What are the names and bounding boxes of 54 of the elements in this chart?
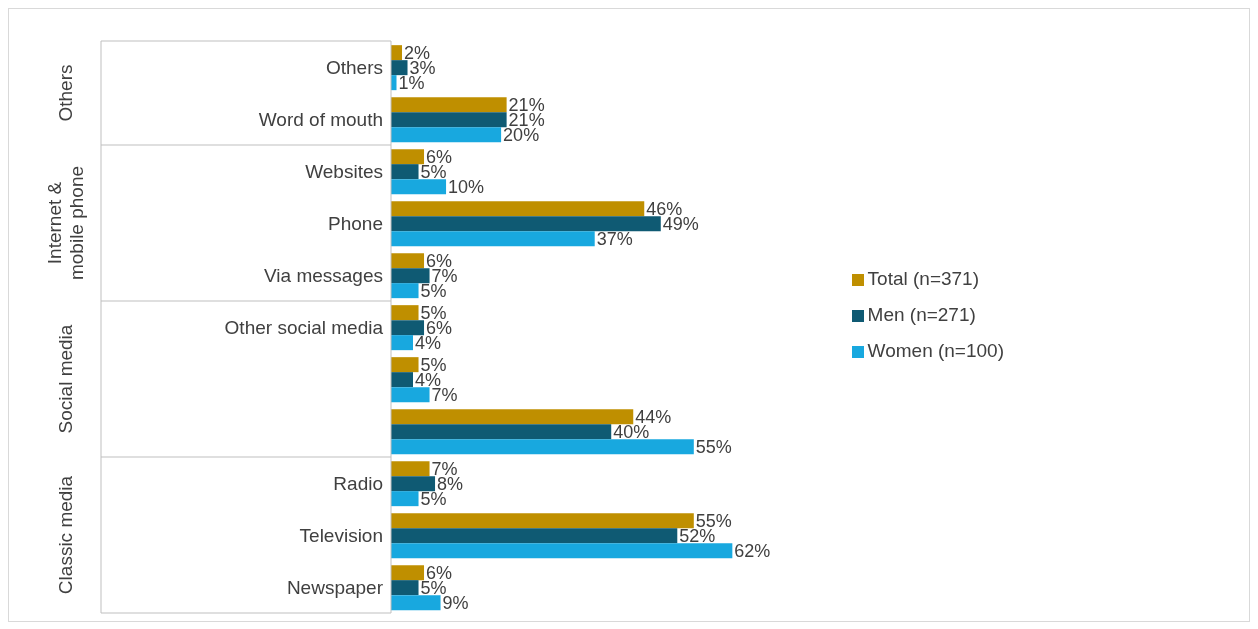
data-label: 37% [596, 229, 633, 250]
bar [391, 565, 425, 581]
bar [391, 409, 634, 425]
bar [391, 528, 678, 544]
bar [391, 75, 397, 91]
y-tick-label: Websites [305, 160, 383, 182]
bar [391, 164, 419, 180]
bar [391, 335, 414, 351]
bar [391, 357, 419, 373]
bar [391, 268, 430, 284]
y-tick-label: Television [299, 524, 383, 546]
bar [391, 424, 612, 440]
bar [391, 305, 419, 321]
legend-label: Men (n=271) [867, 304, 976, 325]
bar [391, 372, 414, 388]
data-label: 10% [448, 177, 485, 198]
legend-label: Women (n=100) [867, 340, 1004, 361]
bar [391, 149, 425, 165]
text: Others [55, 64, 76, 122]
y-tick-label: Others [325, 56, 383, 78]
bar [391, 45, 403, 61]
bar [391, 216, 661, 232]
bar [391, 231, 595, 247]
bar [391, 439, 694, 455]
y-tick-label: Other social media [224, 316, 384, 338]
text: Social media [55, 324, 76, 434]
bar [391, 513, 694, 529]
y-tick-label: Phone [328, 212, 383, 234]
text: Internet & mobile phone [44, 165, 87, 281]
y-tick-label: Radio [333, 472, 383, 494]
bar [391, 580, 419, 596]
bar [391, 201, 645, 217]
y-tick-label: Via messages [264, 264, 383, 286]
bar [391, 595, 441, 611]
bar [391, 179, 447, 195]
bar [391, 387, 430, 403]
bar [391, 60, 408, 76]
bar [391, 97, 507, 113]
bar [391, 491, 419, 507]
data-label: 55% [695, 437, 732, 458]
data-label: 62% [734, 541, 771, 562]
data-label: 9% [442, 593, 469, 614]
bar [391, 112, 507, 128]
bar [391, 461, 430, 477]
y-tick-label: Newspaper [286, 576, 384, 598]
bar [391, 127, 502, 143]
bar [391, 283, 419, 299]
bar [391, 543, 733, 559]
bar [391, 476, 436, 492]
bar [391, 253, 425, 269]
text: Classic media [55, 475, 76, 595]
y-tick-label: Word of mouth [258, 108, 383, 130]
legend-label: Total (n=371) [867, 268, 980, 289]
bar [391, 320, 425, 336]
